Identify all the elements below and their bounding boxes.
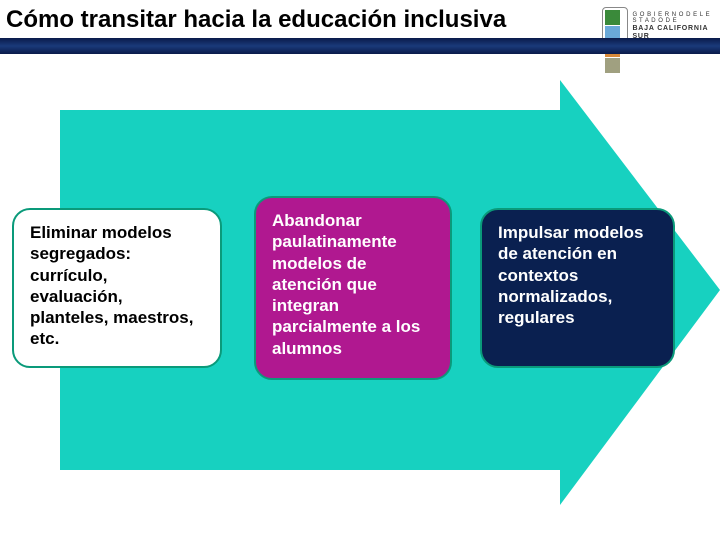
step-box-2: Abandonar paulatinamente modelos de aten… (254, 196, 452, 380)
step-box-1: Eliminar modelos segregados: currículo, … (12, 208, 222, 368)
step-1-text: Eliminar modelos segregados: currículo, … (30, 223, 193, 348)
step-2-text: Abandonar paulatinamente modelos de aten… (272, 211, 420, 358)
flow-diagram: Eliminar modelos segregados: currículo, … (0, 80, 720, 500)
title-underline-bar (0, 38, 720, 54)
logo-top-text: G O B I E R N O D E L E S T A D O D E (632, 12, 712, 25)
logo-text: G O B I E R N O D E L E S T A D O D E BA… (632, 12, 712, 41)
step-box-3: Impulsar modelos de atención en contexto… (480, 208, 675, 368)
header: Cómo transitar hacia la educación inclus… (0, 0, 720, 58)
step-3-text: Impulsar modelos de atención en contexto… (498, 223, 643, 327)
page-title: Cómo transitar hacia la educación inclus… (6, 6, 506, 34)
